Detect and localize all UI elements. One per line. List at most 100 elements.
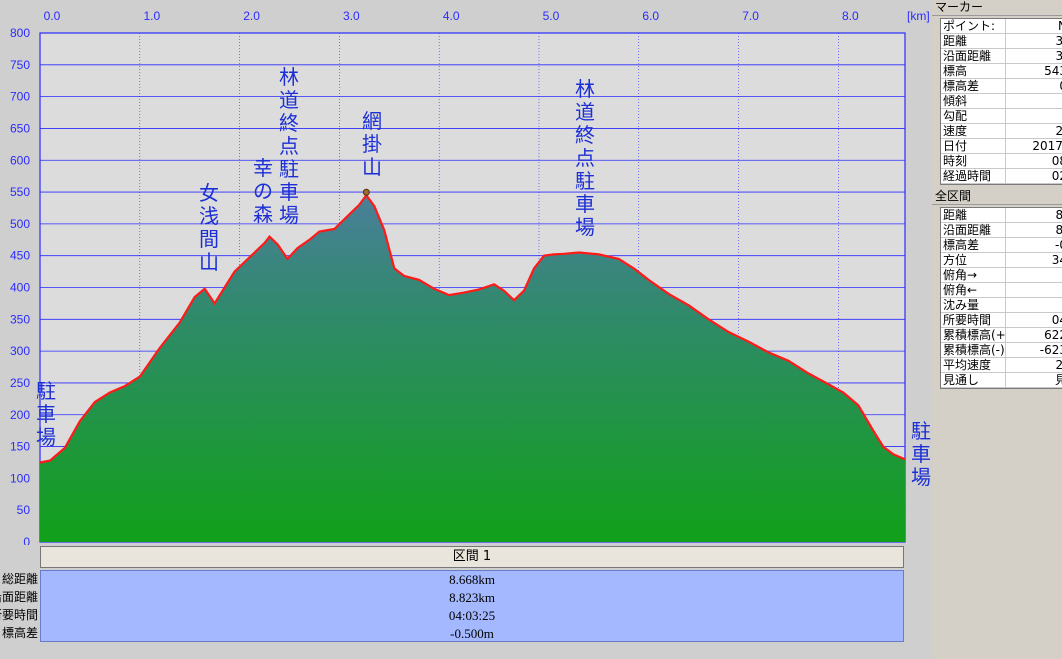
total-key: 見通し bbox=[941, 373, 1006, 387]
waypoint-label: 駐車場 bbox=[36, 379, 56, 449]
total-value: 2. bbox=[1055, 358, 1062, 372]
marker-key: ポイント: bbox=[941, 19, 1006, 33]
marker-row: 日付 2017/ bbox=[941, 139, 1062, 154]
marker-value: 08 bbox=[1051, 154, 1062, 168]
waypoint-label: 網掛山 bbox=[362, 109, 382, 179]
x-unit-label: [km] bbox=[907, 9, 930, 23]
section-value: 8.823km bbox=[449, 590, 495, 605]
total-key: 標高差 bbox=[941, 238, 1006, 252]
marker-key: 勾配 bbox=[941, 109, 1006, 123]
marker-section-title: マーカー bbox=[932, 0, 1062, 16]
marker-value bbox=[1006, 94, 1062, 108]
x-tick-label: 5.0 bbox=[543, 9, 560, 23]
marker-key: 速度 bbox=[941, 124, 1006, 138]
y-tick-label: 350 bbox=[10, 312, 30, 326]
total-key: 所要時間 bbox=[941, 313, 1006, 327]
total-value: 34 bbox=[1051, 253, 1062, 267]
marker-row: 経過時間 02 bbox=[941, 169, 1062, 184]
marker-row: 勾配 bbox=[941, 109, 1062, 124]
y-tick-label: 700 bbox=[10, 90, 30, 104]
marker-value: N bbox=[1006, 19, 1062, 33]
elevation-chart: 0.0 1.0 2.0 3.0 4.0 5.0 6.0 7.0 8.0 0 50 100 150 200… bbox=[9, 9, 931, 545]
marker-value: 3. bbox=[1055, 34, 1062, 48]
total-value: 04 bbox=[1051, 313, 1062, 327]
x-tick-label: 3.0 bbox=[343, 9, 360, 23]
y-tick-label: 150 bbox=[10, 440, 30, 454]
total-value: - bbox=[1006, 283, 1062, 297]
marker-row: 時刻 08 bbox=[941, 154, 1062, 169]
total-value: -623 bbox=[1039, 343, 1062, 357]
waypoint-label: 駐車場 bbox=[911, 419, 931, 489]
y-tick-label: 650 bbox=[10, 121, 30, 135]
x-tick-label: 6.0 bbox=[642, 9, 659, 23]
x-tick-label: 1.0 bbox=[143, 9, 160, 23]
waypoint-label: 林道終点駐車場 bbox=[279, 65, 299, 227]
section-header[interactable]: 区間 1 bbox=[40, 546, 904, 568]
y-tick-label: 200 bbox=[10, 408, 30, 422]
total-key: 沿面距離 bbox=[941, 223, 1006, 237]
total-row: 見通し 見 bbox=[941, 373, 1062, 388]
section-row-label: 沿面距離 bbox=[0, 590, 38, 604]
total-grid: 距離8.沿面距離8.標高差-0方位34俯角→俯角←-沈み量所要時間04累積標高(… bbox=[940, 207, 1062, 389]
marker-value: 02 bbox=[1051, 169, 1062, 183]
marker-row: 標高 543 bbox=[941, 64, 1062, 79]
total-row: 沈み量 bbox=[941, 298, 1062, 313]
marker-key: 経過時間 bbox=[941, 169, 1006, 183]
total-row: 累積標高(+) 622 bbox=[941, 328, 1062, 343]
marker-key: 標高 bbox=[941, 64, 1006, 78]
section-row-label: 所要時間 bbox=[0, 608, 38, 622]
x-axis-ticks: 0.0 1.0 2.0 3.0 4.0 5.0 6.0 7.0 8.0 bbox=[44, 9, 859, 23]
section-row-label: 総距離 bbox=[1, 572, 38, 586]
waypoint-label: 林道終点駐車場 bbox=[575, 77, 595, 239]
y-tick-label: 600 bbox=[10, 153, 30, 167]
total-row: 俯角→ bbox=[941, 268, 1062, 283]
total-row: 距離 8. bbox=[941, 208, 1062, 223]
total-row: 標高差 -0 bbox=[941, 238, 1062, 253]
marker-value: 3. bbox=[1055, 49, 1062, 63]
marker-value bbox=[1006, 109, 1062, 123]
section-values: 8.668km 8.823km 04:03:25 -0.500m bbox=[40, 570, 904, 642]
y-axis-ticks: 0 50 100 150 200 250 300 350 400 450 500 550 600 650 7… bbox=[10, 26, 30, 545]
marker-value: 543 bbox=[1044, 64, 1062, 78]
total-key: 俯角← bbox=[941, 283, 1006, 297]
marker-row: 標高差0 bbox=[941, 79, 1062, 94]
marker-value: 2017/ bbox=[1032, 139, 1062, 153]
waypoint-label: 幸の森 bbox=[253, 156, 273, 226]
y-tick-label: 400 bbox=[10, 281, 30, 295]
y-tick-label: 100 bbox=[10, 471, 30, 485]
total-value: 8. bbox=[1055, 223, 1062, 237]
y-tick-label: 800 bbox=[10, 26, 30, 40]
total-section-title: 全区間 bbox=[932, 189, 1062, 205]
marker-key: 時刻 bbox=[941, 154, 1006, 168]
total-row: 所要時間 04 bbox=[941, 313, 1062, 328]
total-row: 方位 34 bbox=[941, 253, 1062, 268]
total-value: 見 bbox=[1054, 373, 1062, 387]
total-key: 累積標高(+) bbox=[943, 328, 1006, 342]
x-tick-label: 8.0 bbox=[842, 9, 859, 23]
section-value: 04:03:25 bbox=[448, 608, 496, 623]
y-tick-label: 250 bbox=[10, 376, 30, 390]
section-row-label: 標高差 bbox=[1, 626, 38, 640]
marker-row: 沿面距離 3. bbox=[941, 49, 1062, 64]
marker-row: 距離 3. bbox=[941, 34, 1062, 49]
marker-key: 標高差 bbox=[941, 79, 1006, 93]
y-tick-label: 300 bbox=[10, 344, 30, 358]
marker-value: 2. bbox=[1055, 124, 1062, 138]
section-value: -0.500m bbox=[450, 626, 494, 641]
marker-row: ポイント:N bbox=[941, 19, 1062, 34]
section-value: 8.668km bbox=[449, 572, 495, 587]
total-value bbox=[1006, 298, 1062, 312]
total-value: 8. bbox=[1055, 208, 1062, 222]
x-tick-label: 7.0 bbox=[742, 9, 759, 23]
total-row: 累積標高(-) -623 bbox=[941, 343, 1062, 358]
total-key: 方位 bbox=[941, 253, 1006, 267]
total-key: 平均速度 bbox=[941, 358, 1006, 372]
total-value bbox=[1006, 268, 1062, 282]
x-tick-label: 2.0 bbox=[243, 9, 260, 23]
marker-pin-icon[interactable] bbox=[362, 188, 370, 196]
marker-row: 傾斜 bbox=[941, 94, 1062, 109]
elevation-line bbox=[39, 193, 906, 464]
marker-row: 速度 2. bbox=[941, 124, 1062, 139]
y-tick-label: 750 bbox=[10, 58, 30, 72]
